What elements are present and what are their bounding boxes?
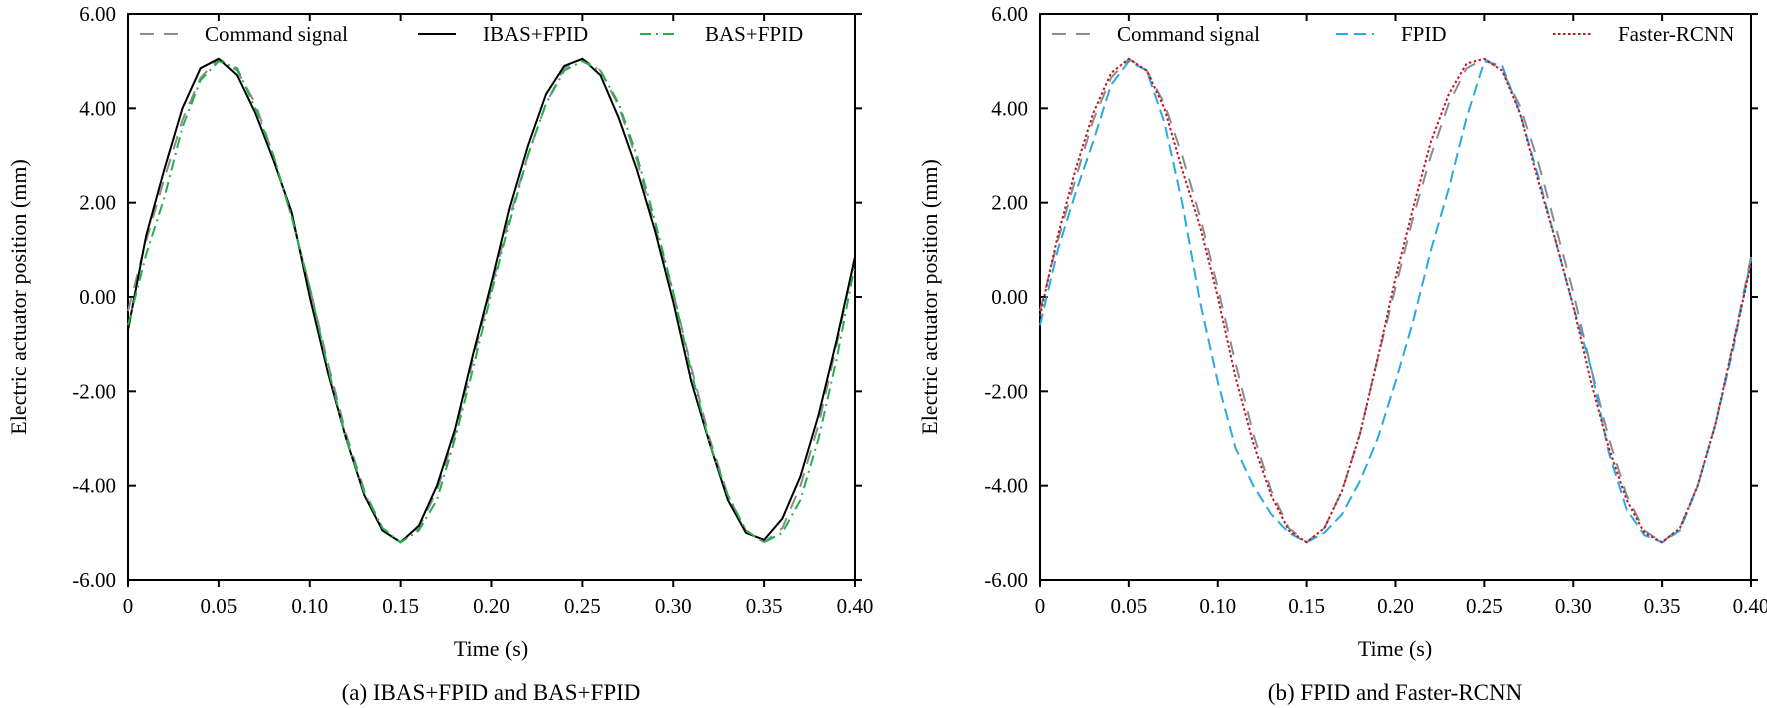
chart-a-xtick-label: 0.10: [291, 594, 328, 618]
chart-a-ytick-label: -4.00: [72, 474, 116, 498]
chart-a-ytick-label: 6.00: [79, 2, 116, 26]
chart-b-ytick-label: -4.00: [984, 474, 1028, 498]
chart-a-xtick-label: 0.15: [382, 594, 419, 618]
chart-b-ytick-label: 6.00: [991, 2, 1028, 26]
chart-b-legend: Command signal FPID Faster-RCNN: [1052, 22, 1734, 46]
chart-b-legend-label-fpid: FPID: [1401, 22, 1447, 46]
chart-a-caption: (a) IBAS+FPID and BAS+FPID: [342, 680, 641, 705]
chart-b-xtick-label: 0: [1035, 594, 1046, 618]
chart-a-xtick-label: 0.05: [201, 594, 238, 618]
chart-a-ytick-label: 4.00: [79, 96, 116, 120]
chart-b-plot-frame: [1039, 13, 1752, 581]
chart-a-ylabel: Electric actuator position (mm): [6, 159, 31, 435]
chart-a-legend-label-command-signal: Command signal: [205, 22, 348, 46]
chart-a-series-bas-fpid: [127, 60, 856, 544]
chart-b-xtick-label: 0.10: [1199, 594, 1236, 618]
chart-b-ytick-label: -6.00: [984, 568, 1028, 592]
chart-b-ytick-label: 4.00: [991, 96, 1028, 120]
chart-a: -6.00 -4.00 -2.00 0.00 2.00 4.00 6.00 0 0.05 0.1…: [6, 2, 873, 705]
chart-a-series: [127, 57, 856, 544]
chart-b-ytick-label: 0.00: [991, 285, 1028, 309]
chart-a-xtick-label: 0.30: [655, 594, 692, 618]
chart-b-series-command-signal: [1039, 57, 1752, 544]
chart-b-series-fpid: [1039, 60, 1752, 544]
chart-a-legend-label-ibas-fpid: IBAS+FPID: [483, 22, 588, 46]
chart-a-ytick-label: -2.00: [72, 379, 116, 403]
chart-b-xtick-label: 0.15: [1288, 594, 1325, 618]
chart-a-ytick-label: -6.00: [72, 568, 116, 592]
chart-a-xlabel: Time (s): [454, 636, 528, 661]
chart-b-legend-label-command-signal: Command signal: [1117, 22, 1260, 46]
chart-b-xtick-label: 0.20: [1377, 594, 1414, 618]
chart-a-ticks: [127, 13, 862, 587]
chart-b-xtick-labels: 0 0.05 0.10 0.15 0.20 0.25 0.30 0.35 0.40: [1035, 594, 1767, 618]
chart-b-legend-label-faster-rcnn: Faster-RCNN: [1618, 22, 1734, 46]
chart-a-legend-label-bas-fpid: BAS+FPID: [705, 22, 803, 46]
chart-b-xtick-label: 0.30: [1555, 594, 1592, 618]
chart-b-xtick-label: 0.25: [1466, 594, 1503, 618]
chart-b-series-faster-rcnn: [1039, 57, 1752, 544]
chart-b: -6.00 -4.00 -2.00 0.00 2.00 4.00 6.00 0 0.05 0.1…: [917, 2, 1767, 705]
chart-a-xtick-label: 0: [123, 594, 134, 618]
chart-b-xtick-label: 0.40: [1733, 594, 1767, 618]
chart-a-xtick-label: 0.40: [837, 594, 874, 618]
chart-a-xtick-label: 0.35: [746, 594, 783, 618]
chart-b-caption: (b) FPID and Faster-RCNN: [1268, 680, 1523, 705]
chart-b-ytick-label: 2.00: [991, 191, 1028, 215]
chart-a-xtick-labels: 0 0.05 0.10 0.15 0.20 0.25 0.30 0.35 0.40: [123, 594, 874, 618]
chart-b-series: [1039, 57, 1752, 544]
chart-b-ylabel: Electric actuator position (mm): [917, 159, 942, 435]
chart-b-xtick-label: 0.05: [1111, 594, 1148, 618]
chart-a-legend: Command signal IBAS+FPID BAS+FPID: [140, 22, 803, 46]
chart-b-xtick-label: 0.35: [1644, 594, 1681, 618]
chart-b-ytick-label: -2.00: [984, 379, 1028, 403]
chart-a-ytick-label: 2.00: [79, 191, 116, 215]
chart-a-series-command-signal: [127, 57, 856, 544]
chart-a-xtick-label: 0.20: [473, 594, 510, 618]
chart-a-ytick-labels: -6.00 -4.00 -2.00 0.00 2.00 4.00 6.00: [72, 2, 116, 592]
chart-a-series-ibas-fpid: [127, 57, 856, 544]
chart-a-plot-frame: [127, 13, 856, 581]
chart-b-ticks: [1039, 13, 1758, 587]
chart-a-xtick-label: 0.25: [564, 594, 601, 618]
chart-a-ytick-label: 0.00: [79, 285, 116, 309]
chart-b-ytick-labels: -6.00 -4.00 -2.00 0.00 2.00 4.00 6.00: [984, 2, 1028, 592]
chart-b-xlabel: Time (s): [1358, 636, 1432, 661]
